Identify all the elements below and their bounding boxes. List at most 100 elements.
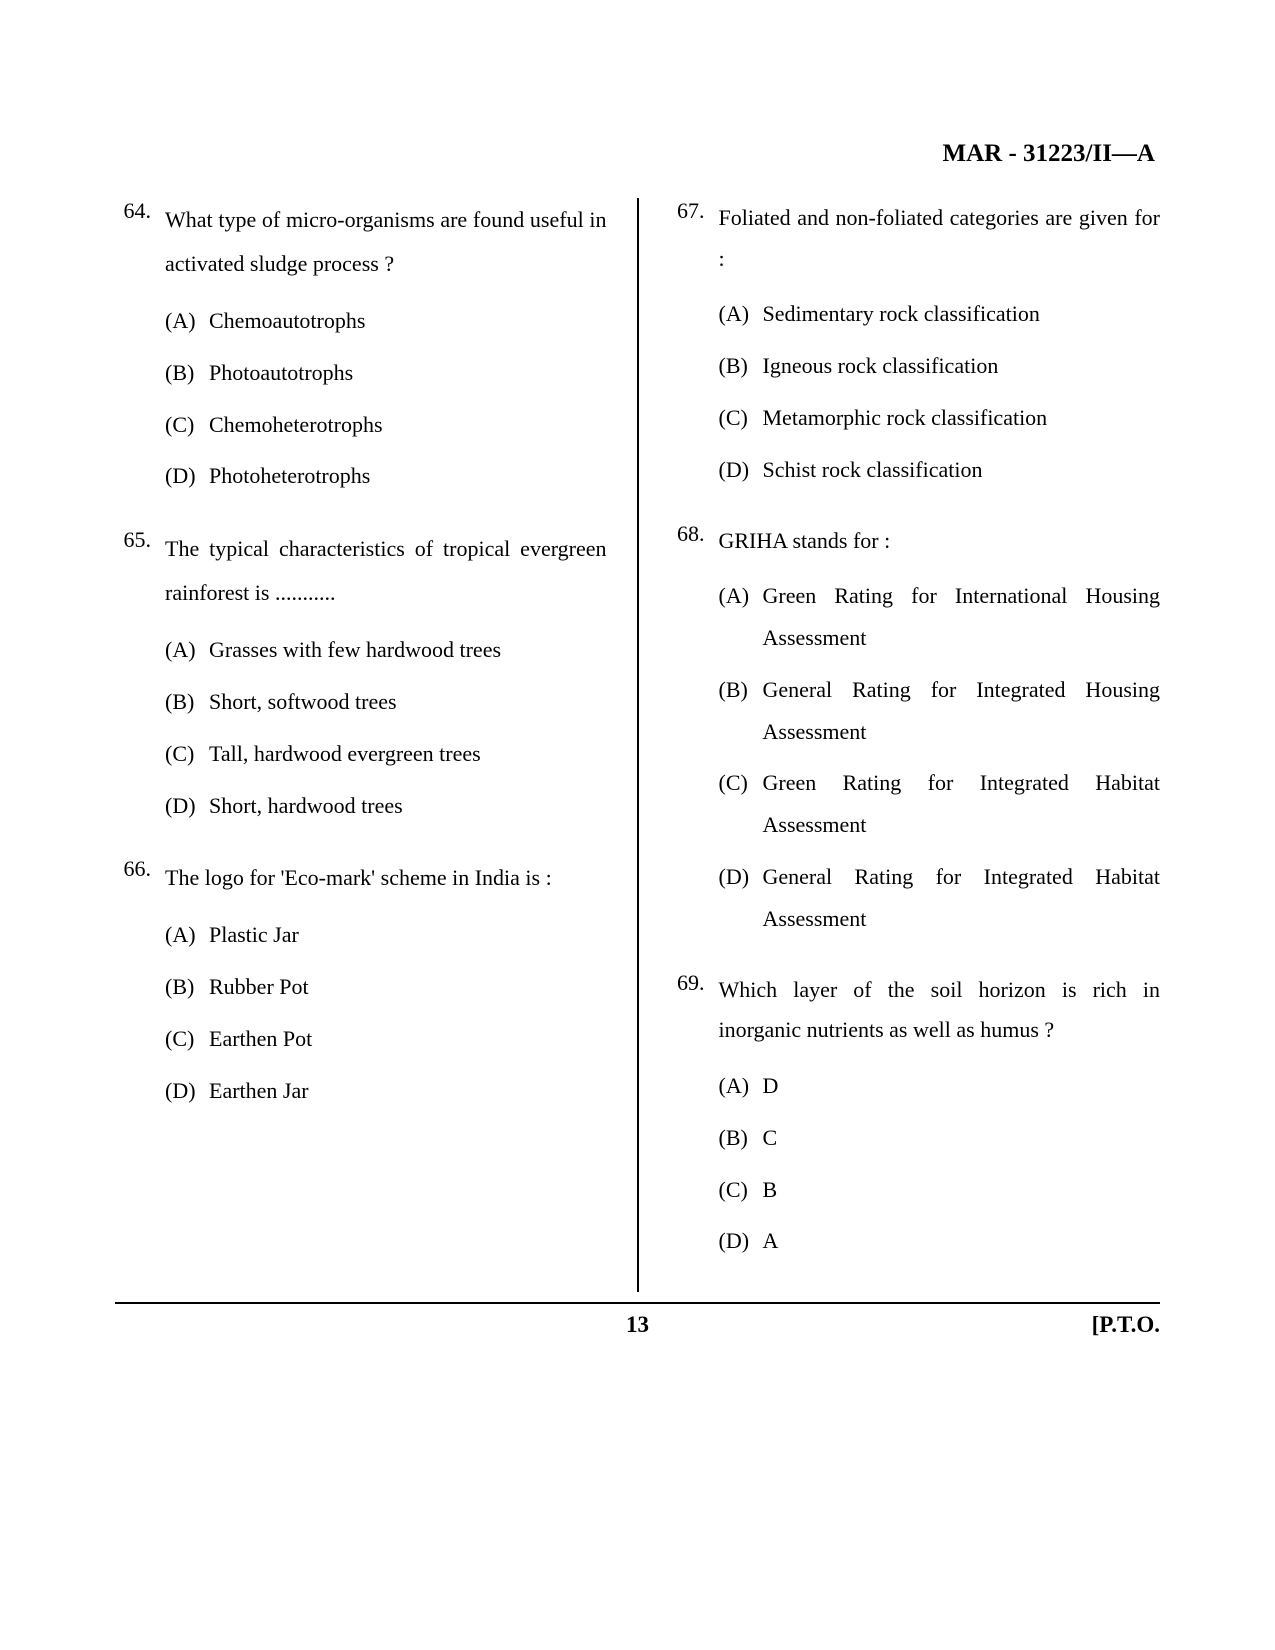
option-a: (A) Sedimentary rock classification [719,293,1161,335]
option-letter: (C) [165,1018,209,1060]
option-letter: (D) [719,449,763,491]
option-a: (A) Grasses with few hardwood trees [165,629,607,671]
option-a: (A) D [719,1065,1161,1107]
option-letter: (B) [719,1117,763,1159]
option-d: (D) Earthen Jar [165,1070,607,1112]
option-b: (B) General Rating for Integrated Housin… [719,669,1161,753]
content-area: 64. What type of micro-organisms are fou… [115,198,1160,1292]
option-text: Photoautotrophs [209,352,607,394]
option-letter: (B) [719,669,763,753]
option-letter: (A) [719,1065,763,1107]
footer: 13 [P.T.O. [0,1304,1275,1338]
question-text: Foliated and non-foliated categories are… [719,198,1161,279]
left-column: 64. What type of micro-organisms are fou… [115,198,637,1292]
footer-right: [P.T.O. [812,1312,1160,1338]
option-letter: (B) [165,352,209,394]
question-text: What type of micro-organisms are found u… [165,198,607,286]
options-list: (A) Green Rating for International Housi… [719,575,1161,939]
option-a: (A) Plastic Jar [165,914,607,956]
options-list: (A) Sedimentary rock classification (B) … [719,293,1161,490]
option-text: Rubber Pot [209,966,607,1008]
option-b: (B) Photoautotrophs [165,352,607,394]
option-text: Chemoheterotrophs [209,404,607,446]
option-letter: (B) [165,681,209,723]
question-text: The typical characteristics of tropical … [165,527,607,615]
question-number: 66. [115,856,165,1121]
option-letter: (B) [165,966,209,1008]
option-d: (D) A [719,1220,1161,1262]
question-69: 69. Which layer of the soil horizon is r… [669,970,1161,1273]
question-65: 65. The typical characteristics of tropi… [115,527,607,836]
pto-label: [P.T.O. [1092,1312,1160,1337]
option-letter: (D) [165,1070,209,1112]
option-text: Grasses with few hardwood trees [209,629,607,671]
option-b: (B) Rubber Pot [165,966,607,1008]
option-letter: (A) [165,629,209,671]
option-d: (D) Short, hardwood trees [165,785,607,827]
option-text: C [763,1117,1161,1159]
option-letter: (C) [719,762,763,846]
option-c: (C) Chemoheterotrophs [165,404,607,446]
option-text: Earthen Jar [209,1070,607,1112]
option-text: Short, softwood trees [209,681,607,723]
option-letter: (D) [719,856,763,940]
option-a: (A) Chemoautotrophs [165,300,607,342]
option-text: General Rating for Integrated Habitat As… [763,856,1161,940]
question-number: 67. [669,198,719,501]
question-number: 68. [669,521,719,950]
question-body: Foliated and non-foliated categories are… [719,198,1161,501]
option-b: (B) Short, softwood trees [165,681,607,723]
question-number: 65. [115,527,165,836]
option-b: (B) Igneous rock classification [719,345,1161,387]
question-body: The typical characteristics of tropical … [165,527,607,836]
option-c: (C) Metamorphic rock classification [719,397,1161,439]
footer-spacer [115,1312,463,1338]
option-letter: (D) [165,785,209,827]
question-number: 69. [669,970,719,1273]
question-64: 64. What type of micro-organisms are fou… [115,198,607,507]
option-letter: (D) [165,455,209,497]
option-text: Earthen Pot [209,1018,607,1060]
option-letter: (A) [719,293,763,335]
question-text: The logo for 'Eco-mark' scheme in India … [165,856,607,900]
options-list: (A) Chemoautotrophs (B) Photoautotrophs … [165,300,607,497]
options-list: (A) D (B) C (C) B (D) A [719,1065,1161,1262]
option-letter: (A) [165,300,209,342]
option-text: Chemoautotrophs [209,300,607,342]
option-d: (D) Schist rock classification [719,449,1161,491]
question-68: 68. GRIHA stands for : (A) Green Rating … [669,521,1161,950]
option-letter: (D) [719,1220,763,1262]
options-list: (A) Grasses with few hardwood trees (B) … [165,629,607,826]
question-body: GRIHA stands for : (A) Green Rating for … [719,521,1161,950]
option-text: Tall, hardwood evergreen trees [209,733,607,775]
option-text: Photoheterotrophs [209,455,607,497]
option-text: Igneous rock classification [763,345,1161,387]
question-body: The logo for 'Eco-mark' scheme in India … [165,856,607,1121]
option-c: (C) Tall, hardwood evergreen trees [165,733,607,775]
option-letter: (C) [719,397,763,439]
option-letter: (C) [719,1169,763,1211]
question-67: 67. Foliated and non-foliated categories… [669,198,1161,501]
option-d: (D) General Rating for Integrated Habita… [719,856,1161,940]
option-text: A [763,1220,1161,1262]
right-column: 67. Foliated and non-foliated categories… [639,198,1161,1292]
option-letter: (A) [165,914,209,956]
option-c: (C) Green Rating for Integrated Habitat … [719,762,1161,846]
option-c: (C) B [719,1169,1161,1211]
option-text: B [763,1169,1161,1211]
option-text: Metamorphic rock classification [763,397,1161,439]
option-a: (A) Green Rating for International Housi… [719,575,1161,659]
question-body: Which layer of the soil horizon is rich … [719,970,1161,1273]
option-text: Sedimentary rock classification [763,293,1161,335]
option-text: Green Rating for International Housing A… [763,575,1161,659]
option-letter: (A) [719,575,763,659]
option-c: (C) Earthen Pot [165,1018,607,1060]
question-body: What type of micro-organisms are found u… [165,198,607,507]
option-text: Plastic Jar [209,914,607,956]
option-letter: (C) [165,733,209,775]
page-number: 13 [463,1312,811,1338]
question-text: GRIHA stands for : [719,521,1161,562]
question-text: Which layer of the soil horizon is rich … [719,970,1161,1051]
option-letter: (C) [165,404,209,446]
option-text: Green Rating for Integrated Habitat Asse… [763,762,1161,846]
